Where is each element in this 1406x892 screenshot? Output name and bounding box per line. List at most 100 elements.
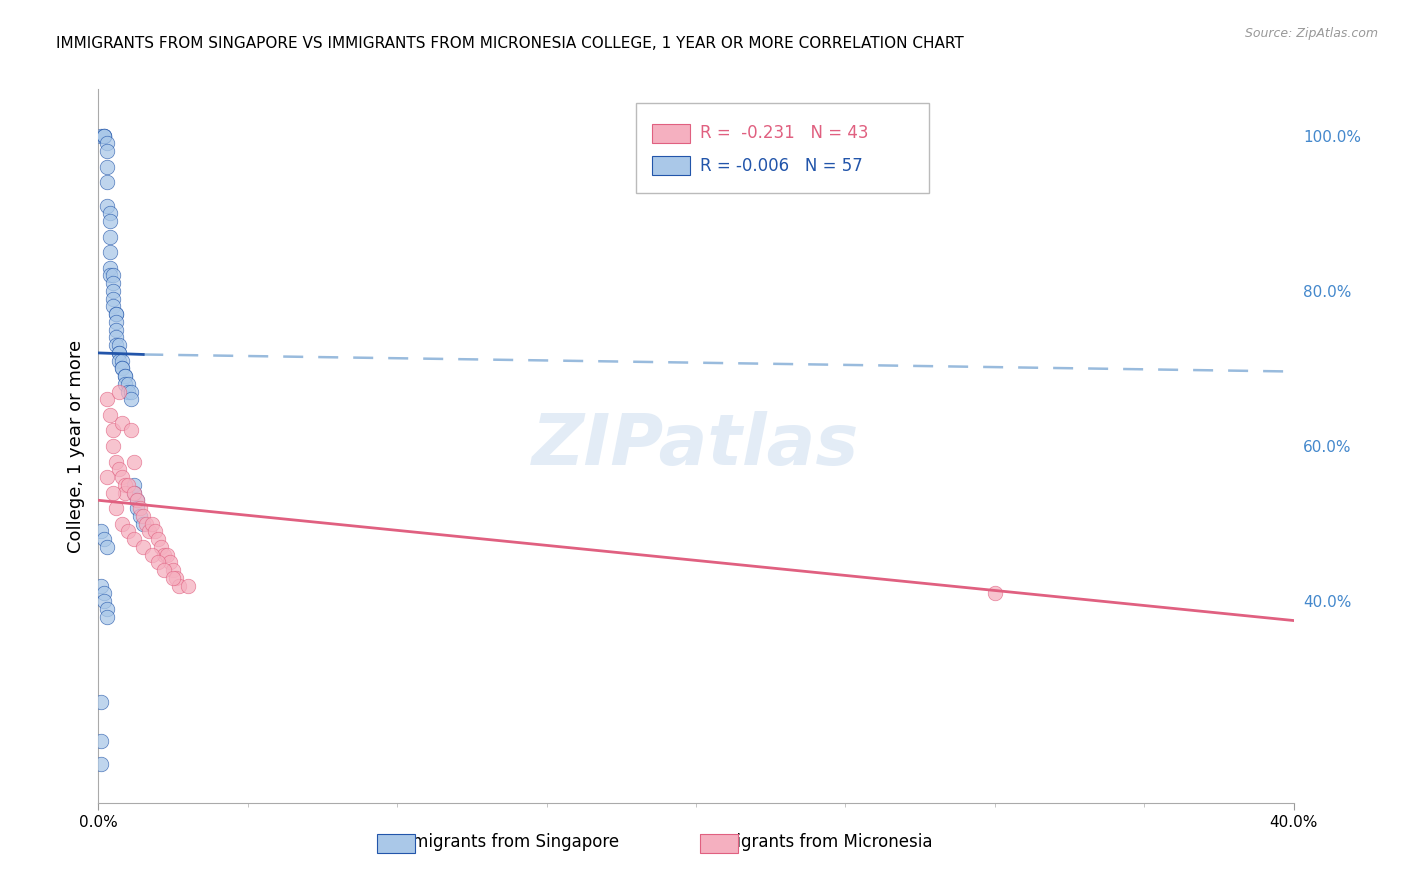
Point: [93, 532, 115, 546]
Point: [162, 571, 184, 585]
Point: [93, 128, 115, 143]
Point: [93, 128, 115, 143]
Point: [98, 408, 122, 422]
Point: [103, 485, 125, 500]
Point: [90, 757, 112, 772]
Point: [103, 268, 125, 283]
Point: [96, 175, 118, 189]
Text: ZIPatlas: ZIPatlas: [533, 411, 859, 481]
Point: [165, 571, 187, 585]
Point: [138, 524, 160, 539]
Point: [108, 353, 131, 368]
Point: [98, 206, 122, 220]
Point: [96, 392, 118, 407]
Point: [105, 454, 128, 468]
Text: R =  -0.231   N = 43: R = -0.231 N = 43: [700, 125, 868, 143]
Point: [162, 563, 184, 577]
FancyBboxPatch shape: [637, 103, 929, 193]
Point: [103, 299, 125, 313]
Text: Source: ZipAtlas.com: Source: ZipAtlas.com: [1244, 27, 1378, 40]
Point: [156, 548, 179, 562]
Point: [117, 477, 139, 491]
Point: [129, 508, 152, 523]
Point: [111, 416, 134, 430]
Point: [105, 501, 128, 516]
Point: [120, 392, 142, 407]
Point: [98, 214, 122, 228]
Point: [114, 485, 136, 500]
Point: [105, 330, 128, 344]
Point: [124, 532, 146, 546]
Point: [153, 548, 176, 562]
Point: [108, 346, 131, 360]
Point: [90, 733, 112, 747]
Point: [96, 602, 118, 616]
Point: [108, 338, 131, 352]
Point: [132, 540, 155, 554]
Point: [103, 292, 125, 306]
Text: Immigrants from Singapore: Immigrants from Singapore: [391, 833, 619, 851]
Point: [103, 424, 125, 438]
Point: [141, 516, 163, 531]
Point: [98, 229, 122, 244]
Point: [105, 323, 128, 337]
Point: [148, 532, 170, 546]
Point: [108, 462, 131, 476]
Point: [108, 346, 131, 360]
Point: [127, 493, 149, 508]
Point: [124, 454, 146, 468]
Point: [148, 555, 170, 569]
Point: [93, 586, 115, 600]
Point: [105, 307, 128, 321]
Point: [111, 353, 134, 368]
Point: [96, 136, 118, 151]
Point: [98, 260, 122, 275]
Point: [141, 548, 163, 562]
Point: [96, 540, 118, 554]
Point: [96, 145, 118, 159]
Point: [124, 477, 146, 491]
Point: [108, 384, 131, 399]
Point: [120, 384, 142, 399]
Point: [117, 524, 139, 539]
Y-axis label: College, 1 year or more: College, 1 year or more: [66, 340, 84, 552]
Point: [135, 516, 157, 531]
Point: [177, 579, 200, 593]
Point: [984, 586, 1007, 600]
Text: IMMIGRANTS FROM SINGAPORE VS IMMIGRANTS FROM MICRONESIA COLLEGE, 1 YEAR OR MORE : IMMIGRANTS FROM SINGAPORE VS IMMIGRANTS …: [56, 36, 965, 51]
Point: [96, 470, 118, 484]
FancyBboxPatch shape: [652, 156, 690, 175]
Point: [103, 439, 125, 453]
Point: [132, 516, 155, 531]
Point: [96, 198, 118, 212]
Point: [111, 470, 134, 484]
Point: [120, 424, 142, 438]
Point: [132, 508, 155, 523]
Point: [103, 276, 125, 290]
Point: [93, 128, 115, 143]
Point: [114, 369, 136, 384]
Point: [103, 284, 125, 298]
Point: [117, 376, 139, 391]
Point: [98, 268, 122, 283]
Point: [129, 501, 152, 516]
Point: [111, 361, 134, 376]
Point: [150, 540, 173, 554]
FancyBboxPatch shape: [652, 124, 690, 143]
FancyBboxPatch shape: [700, 834, 738, 853]
Point: [105, 315, 128, 329]
Point: [153, 563, 176, 577]
Point: [105, 307, 128, 321]
Point: [93, 594, 115, 608]
Point: [111, 516, 134, 531]
Point: [96, 609, 118, 624]
FancyBboxPatch shape: [377, 834, 415, 853]
Point: [124, 485, 146, 500]
Point: [124, 485, 146, 500]
Point: [96, 160, 118, 174]
Point: [127, 501, 149, 516]
Point: [117, 384, 139, 399]
Point: [114, 376, 136, 391]
Point: [159, 555, 181, 569]
Point: [114, 369, 136, 384]
